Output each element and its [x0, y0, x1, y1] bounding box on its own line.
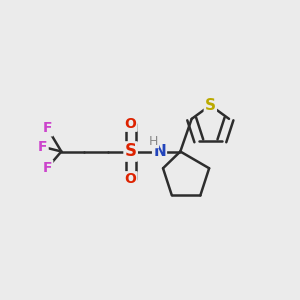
Text: O: O: [125, 117, 136, 131]
Text: F: F: [38, 140, 48, 154]
Text: F: F: [43, 161, 52, 175]
Text: S: S: [125, 142, 137, 160]
Text: N: N: [153, 144, 166, 159]
Text: O: O: [125, 172, 136, 186]
Text: H: H: [149, 135, 158, 148]
Text: S: S: [205, 98, 216, 113]
Text: F: F: [43, 122, 52, 135]
